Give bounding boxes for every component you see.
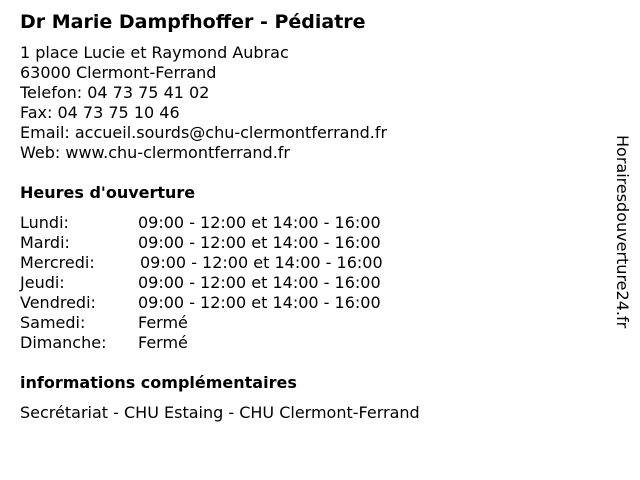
email: Email: accueil.sourds@chu-clermontferran… (20, 123, 388, 142)
hours-row: Lundi: 09:00 - 12:00 et 14:00 - 16:00 (20, 213, 383, 233)
day: Samedi: (20, 313, 86, 332)
time: 09:00 - 12:00 et 14:00 - 16:00 (138, 233, 381, 252)
info-text: Secrétariat - CHU Estaing - CHU Clermont… (20, 403, 420, 422)
hours-row: Mardi: 09:00 - 12:00 et 14:00 - 16:00 (20, 233, 383, 253)
day: Dimanche: (20, 333, 107, 352)
address-street: 1 place Lucie et Raymond Aubrac (20, 43, 289, 62)
day: Mardi: (20, 233, 70, 252)
day: Jeudi: (20, 273, 65, 292)
fax: Fax: 04 73 75 10 46 (20, 103, 180, 122)
hours-row: Mercredi: 09:00 - 12:00 et 14:00 - 16:00 (20, 253, 383, 273)
hours-row: Samedi: Fermé (20, 313, 383, 333)
time: Fermé (138, 333, 188, 352)
time: Fermé (138, 313, 188, 332)
day: Lundi: (20, 213, 69, 232)
contact-block: 1 place Lucie et Raymond Aubrac 63000 Cl… (20, 43, 387, 163)
time: 09:00 - 12:00 et 14:00 - 16:00 (138, 273, 381, 292)
time: 09:00 - 12:00 et 14:00 - 16:00 (138, 293, 381, 312)
time: 09:00 - 12:00 et 14:00 - 16:00 (138, 213, 381, 232)
address-city: 63000 Clermont-Ferrand (20, 63, 217, 82)
info-heading: informations complémentaires (20, 373, 297, 392)
side-watermark: Horairesdouverture24.fr (613, 135, 632, 329)
page-title: Dr Marie Dampfhoffer - Pédiatre (20, 11, 366, 33)
website: Web: www.chu-clermontferrand.fr (20, 143, 291, 162)
hours-row: Dimanche: Fermé (20, 333, 383, 353)
hours-table: Lundi: 09:00 - 12:00 et 14:00 - 16:00 Mar… (20, 213, 383, 353)
day: Vendredi: (20, 293, 96, 312)
day: Mercredi: (20, 253, 95, 272)
hours-row: Vendredi: 09:00 - 12:00 et 14:00 - 16:00 (20, 293, 383, 313)
phone: Telefon: 04 73 75 41 02 (20, 83, 210, 102)
hours-heading: Heures d'ouverture (20, 183, 196, 202)
time: 09:00 - 12:00 et 14:00 - 16:00 (140, 253, 383, 272)
hours-row: Jeudi: 09:00 - 12:00 et 14:00 - 16:00 (20, 273, 383, 293)
